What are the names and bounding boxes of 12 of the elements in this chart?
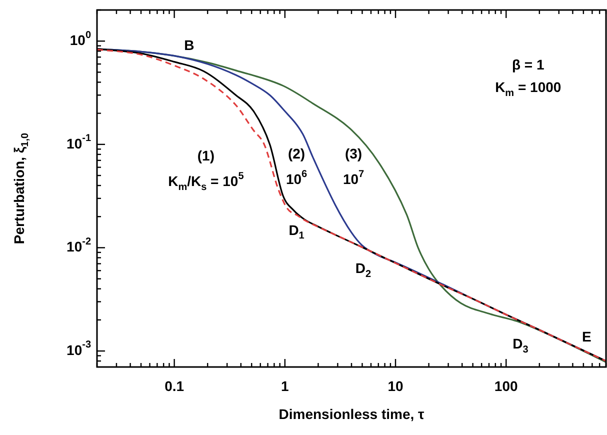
annotation: (3): [344, 145, 362, 162]
y-axis-title: Perturbation, ξ1,0: [10, 132, 31, 244]
annotation: (2): [288, 145, 306, 162]
x-axis-title: Dimensionless time, τ: [278, 406, 426, 422]
annotation: β = 1: [512, 56, 544, 73]
x-tick-label: 10: [388, 378, 404, 394]
annotation: B: [184, 36, 194, 53]
annotation: E: [582, 328, 592, 345]
x-tick-label: 0.1: [164, 378, 184, 394]
x-tick-label: 1: [281, 378, 290, 394]
annotation: (1): [197, 148, 214, 164]
x-tick-label: 100: [494, 378, 518, 394]
